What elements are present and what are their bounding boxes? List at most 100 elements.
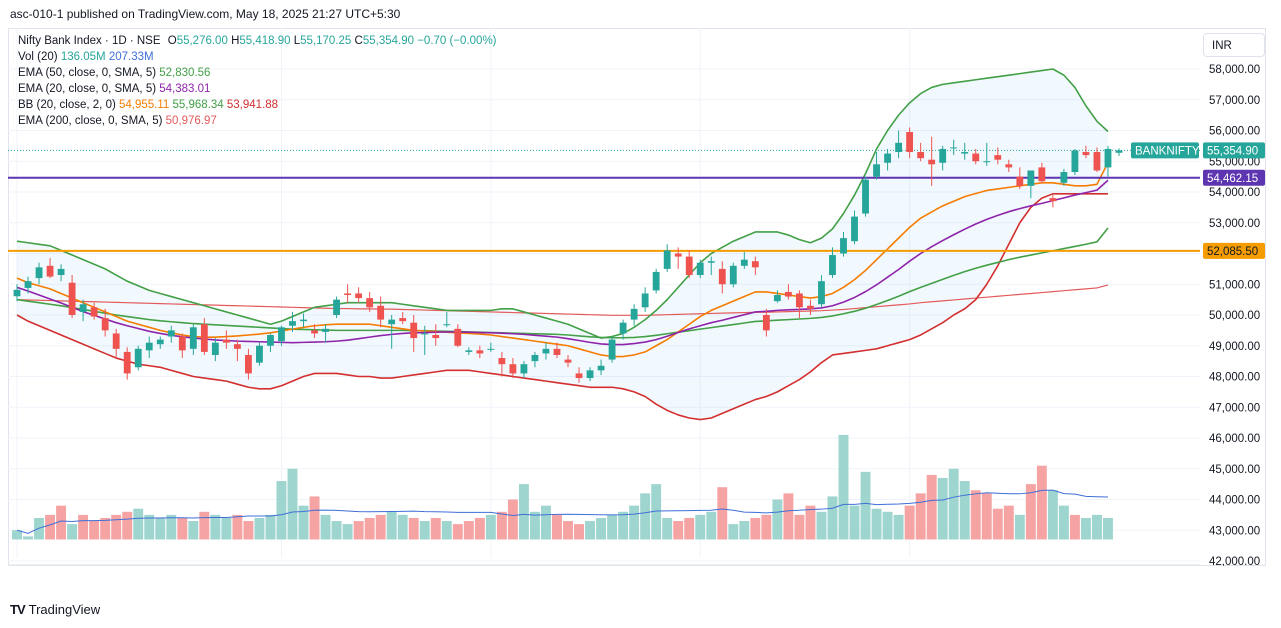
y-tick-label: 58,000.00 [1209, 64, 1260, 76]
volume-bar [992, 508, 1003, 540]
candle-body [840, 238, 847, 254]
candle-body [1038, 167, 1046, 182]
level-badge-purple-bg [1203, 169, 1265, 186]
ohlc-h-label: H [231, 35, 240, 47]
candle-body [619, 322, 627, 334]
candle-body [222, 339, 230, 343]
candle-body [575, 373, 583, 379]
volume-bar [144, 514, 155, 540]
candle-body [542, 348, 550, 354]
candle-body [476, 350, 484, 354]
candle-body [509, 364, 517, 374]
candle-body [531, 354, 539, 362]
symbol-badge-bg [1131, 142, 1199, 159]
volume-bar [342, 524, 353, 540]
volume-bar [838, 434, 849, 540]
candle-body [211, 342, 219, 355]
volume-bar [331, 521, 342, 540]
candle-body [245, 354, 252, 374]
candle-body [1071, 150, 1079, 173]
candle-body [939, 148, 947, 163]
volume-bar [915, 493, 926, 540]
vol-value-2: 207.33M [108, 51, 154, 63]
currency-selector[interactable]: INR [1203, 33, 1265, 57]
bb-label: BB (20, close, 2, 0) [18, 99, 116, 111]
candle-body [322, 328, 329, 332]
volume-bar [1069, 514, 1080, 540]
candle-body [972, 153, 980, 162]
candle-body [1016, 176, 1024, 186]
ema200-value: 50,976.97 [165, 115, 217, 127]
bb-basis-line [16, 162, 1109, 358]
volume-bar [353, 521, 364, 540]
volume-bar [926, 474, 937, 540]
candle-body [928, 159, 936, 165]
candle-body [597, 365, 605, 371]
volume-bar [596, 517, 607, 540]
last-price-badge: 55,354.90 [1207, 145, 1258, 157]
legend-bb-row[interactable]: BB (20, close, 2, 0) 54,955.11 55,968.34… [18, 97, 497, 113]
ohlc-low: 55,170.25 [300, 35, 352, 47]
candle-body [24, 281, 32, 288]
volume-bar [574, 524, 584, 540]
symbol-name: Nifty Bank Index · 1D · NSE [18, 35, 161, 47]
ema20-label: EMA (20, close, 0, SMA, 5) [18, 83, 157, 95]
candle-body [873, 164, 880, 177]
candle-body [112, 333, 120, 349]
volume-bar [309, 496, 320, 540]
volume-bar [607, 514, 618, 540]
candle-body [1093, 152, 1101, 171]
candle-body [311, 330, 318, 334]
volume-bar [1003, 505, 1014, 540]
candle-body [300, 319, 307, 322]
candle-body [355, 293, 363, 299]
volume-bar [717, 487, 728, 540]
candle-body [564, 359, 572, 363]
candle-body [1082, 152, 1090, 156]
legend-volume-row[interactable]: Vol (20) 136.05M 207.33M [18, 49, 497, 65]
volume-bar [651, 484, 662, 540]
y-tick-label: 56,000.00 [1209, 126, 1260, 138]
volume-bar [419, 521, 430, 540]
ohlc-o-label: O [167, 35, 177, 47]
candle-body [829, 255, 836, 276]
volume-bar [518, 484, 529, 540]
volume-bar [970, 490, 981, 540]
volume-bar [78, 514, 89, 540]
volume-bar [265, 514, 276, 540]
volume-bar [871, 508, 882, 540]
candle-body [608, 339, 616, 360]
legend-symbol-row[interactable]: Nifty Bank Index · 1D · NSE O55,276.00 H… [18, 33, 497, 49]
candle-body [1049, 198, 1057, 202]
price-chart[interactable]: 58,000.00 57,000.00 56,000.00 55,000.00 54,0… [0, 28, 1281, 566]
volume-bar [507, 499, 518, 540]
candle-body [630, 308, 638, 320]
volume-bar [408, 517, 419, 540]
chart-area[interactable]: 58,000.00 57,000.00 56,000.00 55,000.00 54,0… [0, 28, 1265, 566]
y-tick-label: 45,000.00 [1209, 464, 1260, 476]
legend-ema50-row[interactable]: EMA (50, close, 0, SMA, 5) 52,830.56 [18, 65, 497, 81]
legend-ema20-row[interactable]: EMA (20, close, 0, SMA, 5) 54,383.01 [18, 81, 497, 97]
volume-bar [221, 517, 232, 540]
candle-body [465, 350, 473, 352]
volume-bar [948, 468, 959, 540]
volume-bar [133, 508, 144, 540]
bollinger-fill [17, 69, 1108, 420]
candle-body [994, 155, 1002, 160]
volume-bar [67, 524, 78, 540]
ema20-value: 54,383.01 [159, 83, 211, 95]
legend-ema200-row[interactable]: EMA (200, close, 0, SMA, 5) 50,976.97 [18, 113, 497, 129]
candle-body [443, 324, 451, 326]
volume-bar [485, 514, 496, 540]
volume-bar [56, 505, 67, 540]
volume-bar [111, 514, 122, 540]
ohlc-open: 55,276.00 [176, 35, 228, 47]
candle-body [200, 324, 208, 352]
volume-bar [937, 477, 948, 540]
volume-bar [1092, 514, 1102, 540]
bb-upper-line [16, 68, 1109, 339]
candle-body [421, 333, 429, 335]
candle-body [101, 318, 109, 331]
candle-body [718, 268, 726, 285]
volume-bar [155, 517, 166, 540]
